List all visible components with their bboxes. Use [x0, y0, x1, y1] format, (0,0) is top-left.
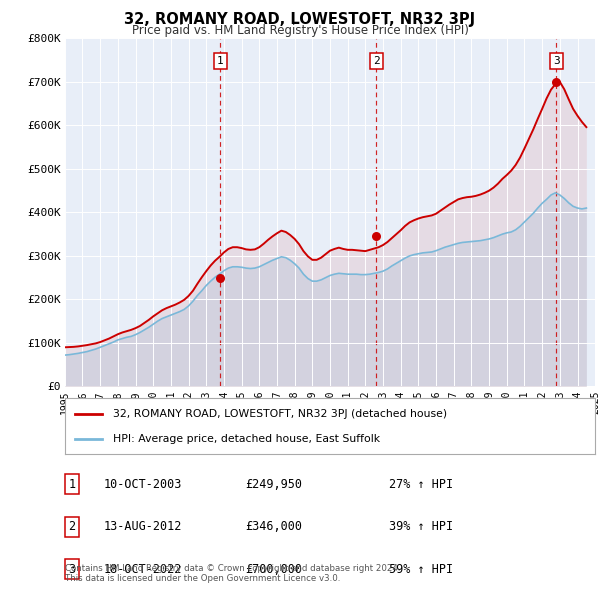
Text: 59% ↑ HPI: 59% ↑ HPI — [389, 563, 453, 576]
Text: Price paid vs. HM Land Registry's House Price Index (HPI): Price paid vs. HM Land Registry's House … — [131, 24, 469, 37]
Text: 27% ↑ HPI: 27% ↑ HPI — [389, 478, 453, 491]
Text: 13-AUG-2012: 13-AUG-2012 — [104, 520, 182, 533]
Text: HPI: Average price, detached house, East Suffolk: HPI: Average price, detached house, East… — [113, 434, 380, 444]
Text: 3: 3 — [553, 56, 560, 66]
Text: 39% ↑ HPI: 39% ↑ HPI — [389, 520, 453, 533]
Text: 1: 1 — [217, 56, 223, 66]
Text: 32, ROMANY ROAD, LOWESTOFT, NR32 3PJ (detached house): 32, ROMANY ROAD, LOWESTOFT, NR32 3PJ (de… — [113, 409, 446, 419]
Text: £700,000: £700,000 — [245, 563, 302, 576]
Text: 10-OCT-2003: 10-OCT-2003 — [104, 478, 182, 491]
Text: 2: 2 — [373, 56, 380, 66]
Text: £346,000: £346,000 — [245, 520, 302, 533]
Text: 2: 2 — [68, 520, 76, 533]
Text: £249,950: £249,950 — [245, 478, 302, 491]
Text: Contains HM Land Registry data © Crown copyright and database right 2024.
This d: Contains HM Land Registry data © Crown c… — [65, 563, 400, 583]
Text: 18-OCT-2022: 18-OCT-2022 — [104, 563, 182, 576]
Text: 3: 3 — [68, 563, 76, 576]
Text: 32, ROMANY ROAD, LOWESTOFT, NR32 3PJ: 32, ROMANY ROAD, LOWESTOFT, NR32 3PJ — [124, 12, 476, 27]
Text: 1: 1 — [68, 478, 76, 491]
